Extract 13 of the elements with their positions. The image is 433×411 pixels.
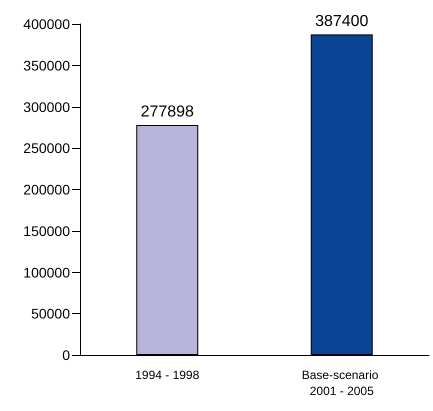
y-tick-label: 250000: [23, 140, 70, 156]
data-label: 277898: [140, 104, 194, 121]
y-tick-label: 100000: [23, 264, 70, 280]
y-tick-label: 300000: [23, 98, 70, 115]
x-tick-label: 1994 - 1998: [135, 368, 200, 382]
y-tick-label: 150000: [23, 222, 70, 239]
y-tick-label: 200000: [23, 182, 70, 198]
data-label: 387400: [315, 12, 369, 30]
y-tick-label: 50000: [31, 306, 70, 322]
y-tick-label: 350000: [23, 57, 70, 74]
y-tick-label: 0: [62, 347, 70, 363]
y-tick-label: 400000: [23, 16, 70, 32]
x-tick-label: Base-scenario 2001 - 2005: [302, 368, 382, 398]
